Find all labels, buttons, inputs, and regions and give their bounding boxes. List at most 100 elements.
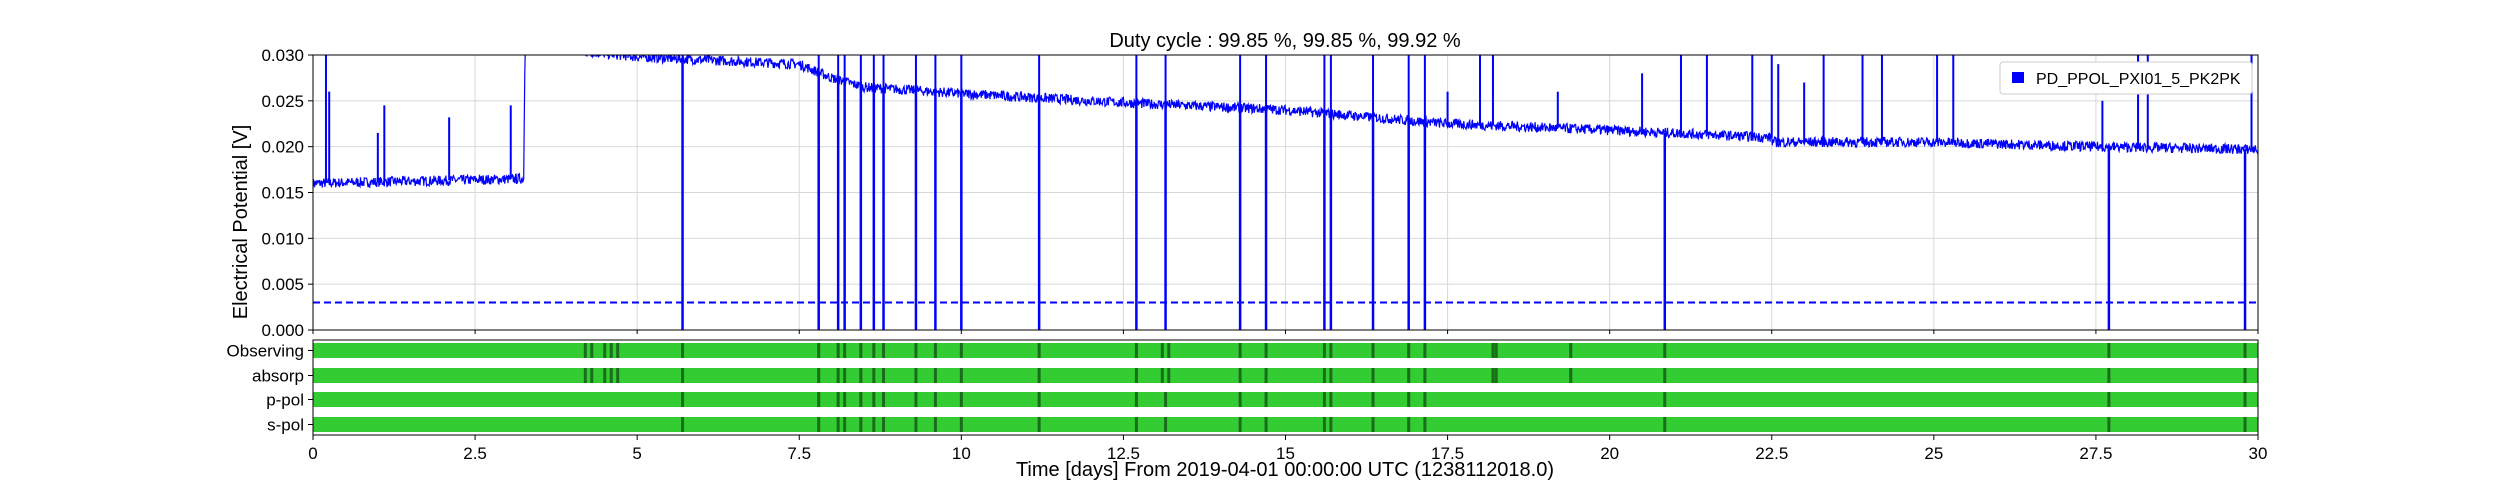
segment-gap xyxy=(1407,392,1411,407)
x-tick-label: 22.5 xyxy=(1755,444,1788,463)
segment-gap xyxy=(2107,417,2111,432)
segment-bar xyxy=(313,417,2258,432)
segment-gap xyxy=(681,343,685,358)
segment-gap xyxy=(882,392,886,407)
segment-gap xyxy=(1663,343,1667,358)
y-tick-label: 0.020 xyxy=(261,138,304,157)
segment-bar xyxy=(313,392,2258,407)
segment-gap xyxy=(914,368,918,383)
segment-gap xyxy=(817,343,821,358)
segment-gap xyxy=(590,343,594,358)
segment-bar xyxy=(313,368,2258,383)
segment-gap xyxy=(1491,343,1495,358)
segment-gap xyxy=(2243,417,2247,432)
grid-lines xyxy=(312,54,2259,331)
segment-gap xyxy=(872,343,876,358)
segment-gap xyxy=(1264,392,1268,407)
segment-gap xyxy=(1264,417,1268,432)
segment-gap xyxy=(1491,368,1495,383)
x-tick-label: 0 xyxy=(308,444,317,463)
x-tick-label: 30 xyxy=(2249,444,2268,463)
segment-row-label: Observing xyxy=(227,342,304,361)
segment-gap xyxy=(1238,417,1242,432)
segment-gap xyxy=(933,343,937,358)
segment-gap xyxy=(1371,417,1375,432)
segment-gap xyxy=(1371,392,1375,407)
segment-gap xyxy=(1407,417,1411,432)
segment-gap xyxy=(872,392,876,407)
x-tick-label: 5 xyxy=(632,444,641,463)
segment-gap xyxy=(959,343,963,358)
segment-gap xyxy=(681,392,685,407)
segment-gap xyxy=(1329,368,1333,383)
series-line xyxy=(313,55,2258,189)
series-lines xyxy=(313,55,2258,330)
segment-gap xyxy=(1164,392,1168,407)
segment-gap xyxy=(959,392,963,407)
segment-gap xyxy=(914,343,918,358)
segment-gap xyxy=(1322,417,1326,432)
legend: PD_PPOL_PXI01_5_PK2PK xyxy=(1999,61,2253,95)
segment-gap xyxy=(836,368,840,383)
chart-title: Duty cycle : 99.85 %, 99.85 %, 99.92 % xyxy=(1109,30,1461,52)
segment-gap xyxy=(843,368,847,383)
x-tick-label: 17.5 xyxy=(1431,444,1464,463)
segment-gap xyxy=(603,368,607,383)
segment-gap xyxy=(914,417,918,432)
y-tick-label: 0.010 xyxy=(261,229,304,248)
segment-gap xyxy=(1569,343,1573,358)
legend-box xyxy=(1999,61,2253,95)
segment-gap xyxy=(959,368,963,383)
segment-gap xyxy=(933,368,937,383)
segment-gap xyxy=(817,392,821,407)
segment-gap xyxy=(1322,343,1326,358)
segment-gap xyxy=(933,417,937,432)
segment-gap xyxy=(1423,368,1427,383)
segment-gap xyxy=(1160,343,1164,358)
segment-row-label: s-pol xyxy=(267,416,304,435)
segment-gap xyxy=(1238,368,1242,383)
x-tick-label: 10 xyxy=(952,444,971,463)
y-tick-label: 0.025 xyxy=(261,92,304,111)
segment-row-label: p-pol xyxy=(266,391,304,410)
y-tick-label: 0.030 xyxy=(261,46,304,65)
segment-gap xyxy=(859,392,863,407)
segment-gap xyxy=(1134,343,1138,358)
x-tick-label: 7.5 xyxy=(787,444,811,463)
segment-bar xyxy=(313,343,2258,358)
segment-gap xyxy=(609,343,613,358)
segment-gap xyxy=(872,368,876,383)
y-tick-label: 0.005 xyxy=(261,275,304,294)
segment-gap xyxy=(681,368,685,383)
segment-gap xyxy=(2243,343,2247,358)
segment-gap xyxy=(882,343,886,358)
segment-gap xyxy=(933,392,937,407)
segment-gap xyxy=(2243,368,2247,383)
segment-gap xyxy=(1322,368,1326,383)
segment-gap xyxy=(959,417,963,432)
segment-gap xyxy=(1238,343,1242,358)
segment-gap xyxy=(1322,392,1326,407)
segment-gap xyxy=(1371,368,1375,383)
segment-gap xyxy=(1371,343,1375,358)
segment-gap xyxy=(1037,392,1041,407)
segment-gap xyxy=(843,417,847,432)
segment-gap xyxy=(1037,417,1041,432)
segment-gap xyxy=(1134,392,1138,407)
segment-gap xyxy=(1423,343,1427,358)
segment-gap xyxy=(2107,343,2111,358)
segment-gap xyxy=(1329,392,1333,407)
segment-gap xyxy=(1329,417,1333,432)
segment-gap xyxy=(616,343,620,358)
segment-gap xyxy=(836,417,840,432)
segment-gap xyxy=(843,343,847,358)
segment-gap xyxy=(1494,368,1498,383)
x-tick-label: 20 xyxy=(1600,444,1619,463)
segment-gap xyxy=(1663,392,1667,407)
segment-gap xyxy=(882,417,886,432)
segment-gap xyxy=(1569,368,1573,383)
segment-gap xyxy=(1407,343,1411,358)
segment-gap xyxy=(1663,368,1667,383)
x-tick-label: 27.5 xyxy=(2079,444,2112,463)
